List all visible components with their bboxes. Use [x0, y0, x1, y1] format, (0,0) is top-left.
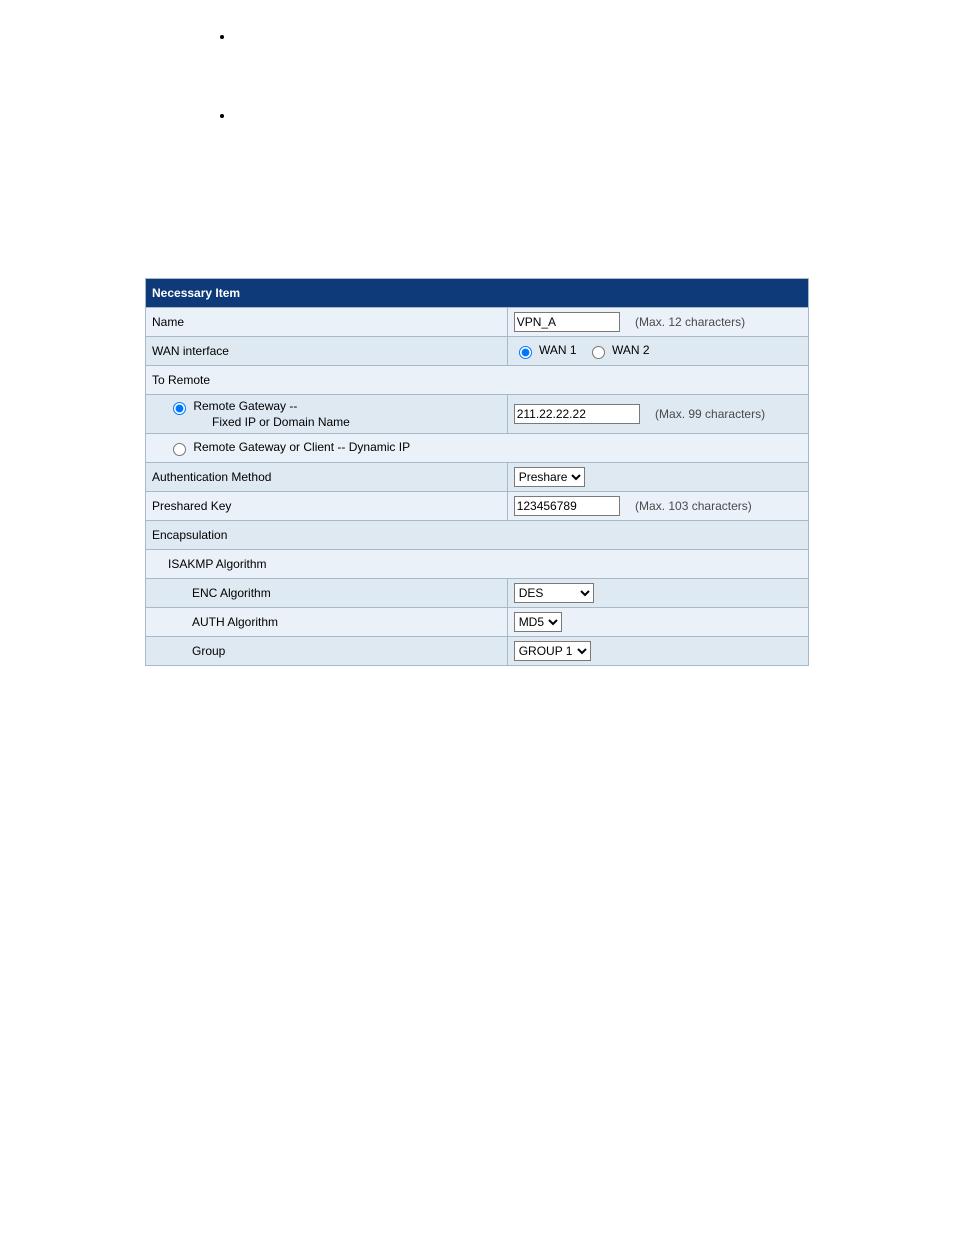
label-auth-algo: AUTH Algorithm [152, 615, 278, 629]
section-encapsulation: Encapsulation [146, 521, 809, 550]
name-input[interactable] [514, 312, 620, 332]
radio-gateway-fixed-label1: Remote Gateway -- [193, 399, 297, 413]
radio-gateway-dynamic-label: Remote Gateway or Client -- Dynamic IP [193, 440, 410, 454]
radio-wan2[interactable] [592, 346, 605, 359]
auth-algo-select[interactable]: MD5 [514, 612, 562, 632]
label-enc-algo: ENC Algorithm [152, 586, 271, 600]
radio-wan1[interactable] [519, 346, 532, 359]
table-header: Necessary Item [146, 279, 809, 308]
radio-wan2-label: WAN 2 [612, 343, 650, 357]
psk-hint: (Max. 103 characters) [635, 499, 752, 513]
auth-method-select[interactable]: Preshare [514, 467, 585, 487]
name-hint: (Max. 12 characters) [635, 315, 745, 329]
label-psk: Preshared Key [146, 492, 508, 521]
radio-wan1-label: WAN 1 [539, 343, 577, 357]
radio-gateway-fixed-wrap[interactable]: Remote Gateway -- [168, 399, 297, 413]
radio-gateway-dynamic[interactable] [173, 443, 186, 456]
remote-ip-hint: (Max. 99 characters) [655, 407, 765, 421]
bullet-area [220, 30, 954, 118]
radio-gateway-fixed-label2: Fixed IP or Domain Name [152, 415, 501, 429]
enc-algo-select[interactable]: DES [514, 583, 594, 603]
radio-gateway-dynamic-wrap[interactable]: Remote Gateway or Client -- Dynamic IP [168, 440, 410, 454]
label-wan: WAN interface [146, 337, 508, 366]
page: Necessary Item Name (Max. 12 characters)… [0, 0, 954, 706]
group-select[interactable]: GROUP 1 [514, 641, 591, 661]
config-table: Necessary Item Name (Max. 12 characters)… [145, 278, 809, 666]
radio-gateway-fixed[interactable] [173, 402, 186, 415]
label-group: Group [152, 644, 225, 658]
bullet-dot [220, 35, 224, 39]
section-isakmp: ISAKMP Algorithm [152, 557, 266, 571]
label-name: Name [146, 308, 508, 337]
radio-wan1-wrap[interactable]: WAN 1 [514, 343, 580, 357]
remote-ip-input[interactable] [514, 404, 640, 424]
psk-input[interactable] [514, 496, 620, 516]
section-to-remote: To Remote [146, 366, 809, 395]
bullet-dot [220, 114, 224, 118]
radio-wan2-wrap[interactable]: WAN 2 [587, 343, 650, 357]
label-auth-method: Authentication Method [146, 463, 508, 492]
